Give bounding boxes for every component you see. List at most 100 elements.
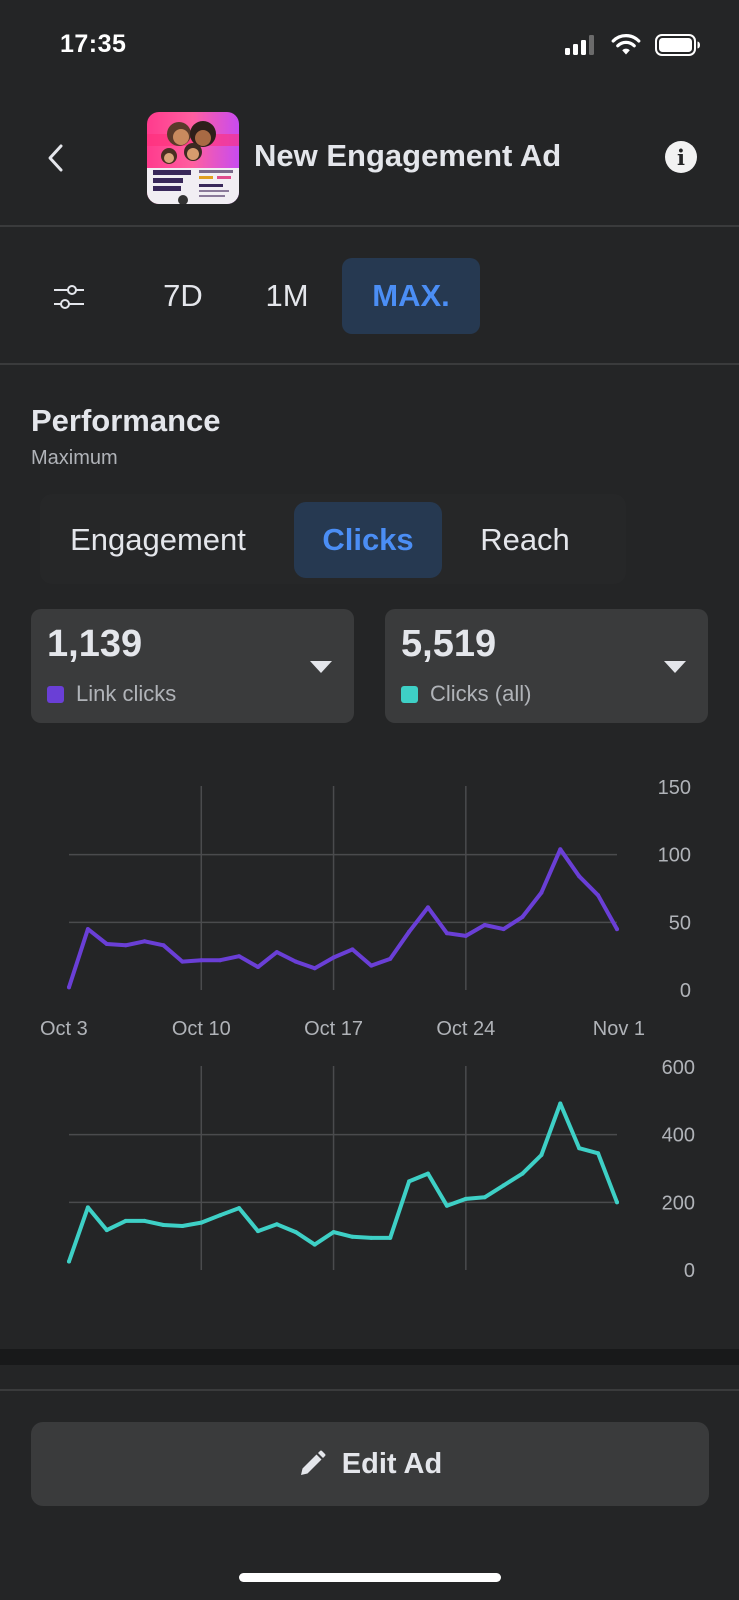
data-point <box>218 958 223 963</box>
data-point <box>161 943 166 948</box>
data-point <box>199 958 204 963</box>
data-point <box>520 1171 525 1176</box>
performance-subtitle: Maximum <box>31 447 118 469</box>
data-point <box>558 847 563 852</box>
data-point <box>331 1230 336 1235</box>
home-indicator <box>239 1573 501 1582</box>
edit-ad-button[interactable]: Edit Ad <box>31 1422 709 1506</box>
series-line-clicks-all <box>67 1101 619 1264</box>
range-tab-7d[interactable]: 7D <box>163 278 203 313</box>
series-line-link-clicks <box>67 847 619 990</box>
data-point <box>577 874 582 879</box>
caret-down-icon[interactable] <box>664 661 686 673</box>
range-divider <box>0 363 739 365</box>
edit-ad-label: Edit Ad <box>341 1447 443 1480</box>
ad-title: New Engagement Ad <box>254 138 562 173</box>
data-point <box>350 1234 355 1239</box>
caret-down-icon[interactable] <box>310 661 332 673</box>
x-tick-label: Oct 17 <box>304 1018 363 1040</box>
y-tick-label: 150 <box>658 777 691 799</box>
data-point <box>426 905 430 910</box>
data-point <box>104 942 109 946</box>
data-point <box>615 1200 619 1205</box>
status-time: 17:35 <box>60 30 127 58</box>
data-point <box>142 1218 147 1223</box>
y-tick-label: 0 <box>680 980 691 1002</box>
data-point <box>539 890 544 895</box>
x-tick-label: Oct 3 <box>40 1018 88 1040</box>
info-button[interactable]: i <box>665 141 697 173</box>
data-point <box>67 985 71 990</box>
data-point <box>407 1179 412 1184</box>
data-point <box>161 1223 166 1227</box>
ad-thumbnail <box>147 112 239 204</box>
y-tick-label: 50 <box>669 912 691 934</box>
stat-legend: Clicks (all) <box>401 681 531 707</box>
x-tick-label: Oct 10 <box>172 1018 231 1040</box>
stat-value: 5,519 <box>401 623 497 665</box>
metric-tab-engagement[interactable]: Engagement <box>70 522 246 557</box>
stat-label: Link clicks <box>76 681 177 706</box>
data-point <box>123 1218 128 1223</box>
data-point <box>501 927 506 932</box>
section-separator <box>0 1349 739 1365</box>
data-point <box>293 959 298 964</box>
link-clicks-chart: 150 100 50 0 Oct 3 Oct 10 Oct 17 Oct 24 Nov 1 <box>40 777 691 1040</box>
data-point <box>218 1213 223 1218</box>
data-point <box>444 931 449 936</box>
data-point <box>369 1235 374 1240</box>
data-point <box>237 1206 242 1211</box>
signal-icon <box>565 35 594 55</box>
legend-swatch <box>47 685 64 703</box>
data-point <box>180 959 185 964</box>
footer-divider <box>0 1389 739 1391</box>
data-point <box>426 1171 430 1176</box>
data-point <box>123 943 128 948</box>
data-point <box>142 939 147 944</box>
data-point <box>520 914 525 919</box>
stat-label: Clicks (all) <box>430 681 532 706</box>
y-tick-label: 0 <box>684 1260 695 1280</box>
data-point <box>274 1222 279 1227</box>
x-tick-label: Oct 24 <box>436 1018 495 1040</box>
data-point <box>615 927 619 932</box>
pencil-icon <box>300 1450 326 1475</box>
status-icons <box>565 34 701 56</box>
stat-legend: Link clicks <box>47 681 176 707</box>
data-point <box>501 1183 506 1188</box>
data-point <box>463 933 468 938</box>
data-point <box>274 950 279 955</box>
data-point <box>539 1153 544 1157</box>
stat-value: 1,139 <box>47 623 143 665</box>
data-point <box>482 1195 487 1200</box>
data-point <box>407 929 412 934</box>
data-point <box>256 965 260 969</box>
clicks-all-chart: 600 400 200 0 <box>67 1057 695 1280</box>
range-tab-max[interactable]: MAX. <box>342 258 480 334</box>
stat-card-clicks-all[interactable]: 5,519 Clicks (all) <box>385 609 708 723</box>
metric-tab-clicks[interactable]: Clicks <box>294 502 442 578</box>
data-point <box>331 955 336 960</box>
sliders-icon <box>54 285 84 309</box>
battery-icon <box>655 34 700 56</box>
filter-button[interactable] <box>50 280 90 314</box>
data-point <box>85 1205 90 1210</box>
y-tick-label: 400 <box>662 1125 695 1147</box>
stat-card-link-clicks[interactable]: 1,139 Link clicks <box>31 609 354 723</box>
info-icon: i <box>677 144 685 170</box>
data-point <box>482 923 487 927</box>
y-tick-label: 600 <box>662 1057 695 1079</box>
data-point <box>596 1151 601 1156</box>
metric-tab-reach[interactable]: Reach <box>480 522 570 557</box>
data-point <box>180 1224 185 1228</box>
data-point <box>463 1196 468 1201</box>
data-point <box>312 966 317 971</box>
x-tick-label: Nov 1 <box>593 1018 645 1040</box>
range-tab-1m[interactable]: 1M <box>265 278 309 313</box>
data-point <box>577 1146 582 1151</box>
data-point <box>596 893 601 898</box>
chevron-left-icon <box>48 144 63 172</box>
data-point <box>237 954 242 959</box>
y-tick-label: 100 <box>658 845 691 867</box>
back-button[interactable] <box>38 136 74 180</box>
